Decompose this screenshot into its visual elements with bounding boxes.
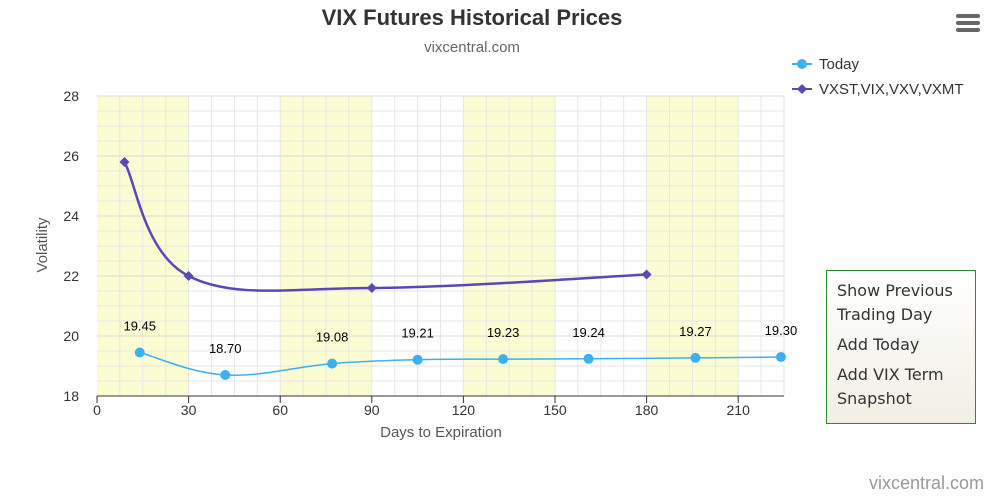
- data-point[interactable]: [119, 157, 130, 167]
- data-label: 19.45: [123, 319, 156, 334]
- data-point[interactable]: [775, 352, 786, 362]
- y-tick-label: 18: [63, 388, 79, 404]
- x-tick-label: 120: [452, 402, 476, 418]
- legend-item-label[interactable]: Today: [819, 56, 860, 73]
- y-tick-label: 24: [63, 208, 79, 224]
- x-axis-title: Days to Expiration: [380, 424, 502, 441]
- data-point[interactable]: [183, 271, 194, 281]
- menu-item-add-today[interactable]: Add Today: [837, 335, 920, 354]
- x-tick-label: 0: [93, 402, 101, 418]
- context-menu: Show Previous Trading Day Add Today Add …: [826, 270, 976, 424]
- y-tick-label: 28: [63, 88, 79, 104]
- axes: 0 30 60 90 120 150 180 210 18 20 22 24 26 28: [63, 88, 784, 418]
- menu-bar-icon: [956, 28, 980, 32]
- data-label: 19.23: [487, 325, 520, 340]
- series-line-0: [139, 351, 781, 376]
- series-layer: 19.45 18.70 19.08 19.21 19.23 19.24 19.27 19.30: [119, 157, 797, 380]
- x-tick-label: 90: [364, 402, 380, 418]
- data-point[interactable]: [134, 347, 145, 358]
- y-tick-label: 22: [63, 268, 79, 284]
- data-point[interactable]: [220, 370, 231, 380]
- legend-marker: [797, 84, 807, 94]
- x-tick-label: 60: [272, 402, 288, 418]
- data-point[interactable]: [412, 354, 423, 365]
- data-point[interactable]: [366, 283, 377, 293]
- x-tick-label: 210: [727, 402, 751, 418]
- chart-title: VIX Futures Historical Prices: [322, 5, 623, 30]
- data-point[interactable]: [583, 353, 594, 364]
- legend-item-label[interactable]: VXST,VIX,VXV,VXMT: [819, 81, 964, 98]
- data-label: 19.27: [679, 324, 712, 339]
- y-tick-label: 26: [63, 148, 79, 164]
- data-point[interactable]: [690, 352, 701, 363]
- menu-bar-icon: [956, 14, 980, 18]
- x-tick-label: 150: [543, 402, 567, 418]
- chart-subtitle: vixcentral.com: [424, 39, 520, 56]
- data-label: 19.21: [401, 326, 434, 341]
- menu-item-add-vix-term-snapshot[interactable]: Add VIX Term Snapshot: [837, 365, 944, 408]
- data-point[interactable]: [327, 358, 338, 369]
- x-tick-label: 180: [635, 402, 659, 418]
- menu-icon[interactable]: [956, 14, 980, 36]
- y-tick-label: 20: [63, 328, 79, 344]
- data-label: 19.30: [765, 323, 798, 338]
- grid-lines: [97, 95, 785, 397]
- data-point[interactable]: [641, 269, 652, 280]
- data-label: 19.08: [316, 330, 349, 345]
- credits: vixcentral.com: [869, 473, 984, 493]
- series-line-1: [123, 161, 647, 292]
- x-tick-label: 30: [181, 402, 197, 418]
- menu-bar-icon: [956, 21, 980, 25]
- data-label: 19.24: [572, 325, 605, 340]
- legend: Today VXST,VIX,VXV,VXMT: [792, 56, 964, 98]
- menu-item-show-previous-trading-day[interactable]: Show Previous Trading Day: [837, 281, 953, 324]
- data-label: 18.70: [209, 341, 242, 356]
- legend-marker: [797, 59, 807, 69]
- data-point[interactable]: [498, 354, 509, 365]
- y-axis-title: Volatility: [34, 217, 51, 273]
